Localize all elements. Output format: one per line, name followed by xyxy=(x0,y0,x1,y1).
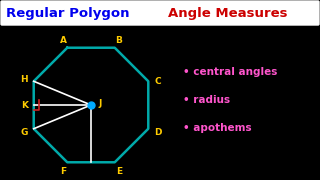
Text: • radius: • radius xyxy=(183,95,230,105)
Text: Angle Measures: Angle Measures xyxy=(168,6,287,19)
Text: F: F xyxy=(60,167,66,176)
Text: C: C xyxy=(155,77,162,86)
Text: H: H xyxy=(20,75,28,84)
FancyBboxPatch shape xyxy=(1,1,319,25)
Text: A: A xyxy=(60,36,67,45)
Text: K: K xyxy=(21,100,28,109)
Text: E: E xyxy=(116,167,122,176)
Text: • apothems: • apothems xyxy=(183,123,252,133)
Text: J: J xyxy=(98,98,102,107)
Text: G: G xyxy=(20,128,28,137)
Text: D: D xyxy=(155,128,162,137)
Text: B: B xyxy=(115,36,122,45)
Text: • central angles: • central angles xyxy=(183,67,277,77)
Text: Regular Polygon: Regular Polygon xyxy=(6,6,134,19)
